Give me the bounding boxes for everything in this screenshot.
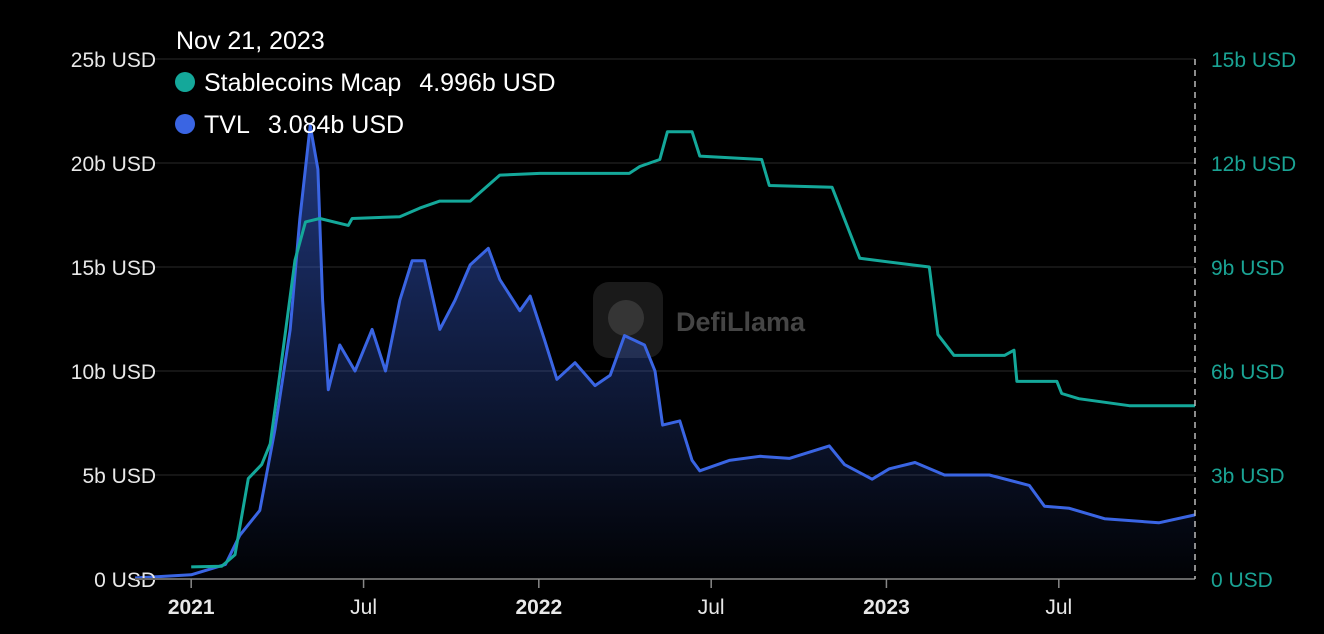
y-right-tick-label: 0 USD — [1211, 569, 1273, 592]
y-right-tick-label: 9b USD — [1211, 257, 1285, 280]
legend-label-stablecoins: Stablecoins Mcap 4.996b USD — [204, 69, 556, 97]
y-right-tick-label: 15b USD — [1211, 49, 1296, 72]
watermark-text: DefiLlama — [676, 307, 806, 337]
y-right-tick-label: 3b USD — [1211, 465, 1285, 488]
llama-icon — [608, 300, 644, 336]
watermark-logo — [593, 282, 663, 358]
y-left-tick-label: 0 USD — [94, 569, 156, 592]
y-left-tick-label: 10b USD — [71, 361, 156, 384]
watermark: DefiLlama — [593, 282, 806, 358]
legend-marker-stablecoins — [175, 72, 195, 92]
x-tick-label: Jul — [698, 596, 725, 619]
x-tick-label: Jul — [1045, 596, 1072, 619]
y-left-tick-label: 20b USD — [71, 153, 156, 176]
series-line-stablecoins-mcap — [191, 130, 1196, 569]
series-area-tvl — [135, 125, 1195, 579]
y-left-tick-label: 25b USD — [71, 49, 156, 72]
tooltip-date: Nov 21, 2023 — [176, 27, 325, 55]
x-tick-label: Jul — [350, 596, 377, 619]
legend-marker-tvl — [175, 114, 195, 134]
legend: Nov 21, 2023 Stablecoins Mcap 4.996b USD … — [175, 27, 556, 139]
y-right-tick-label: 12b USD — [1211, 153, 1296, 176]
x-tick-label: 2022 — [515, 596, 562, 619]
x-tick-label: 2023 — [863, 596, 910, 619]
series-line-tvl — [134, 124, 1196, 580]
legend-label-tvl: TVL 3.084b USD — [204, 111, 404, 139]
x-tick-label: 2021 — [168, 596, 215, 619]
y-left-tick-label: 5b USD — [82, 465, 156, 488]
y-left-tick-label: 15b USD — [71, 257, 156, 280]
y-right-tick-label: 6b USD — [1211, 361, 1285, 384]
